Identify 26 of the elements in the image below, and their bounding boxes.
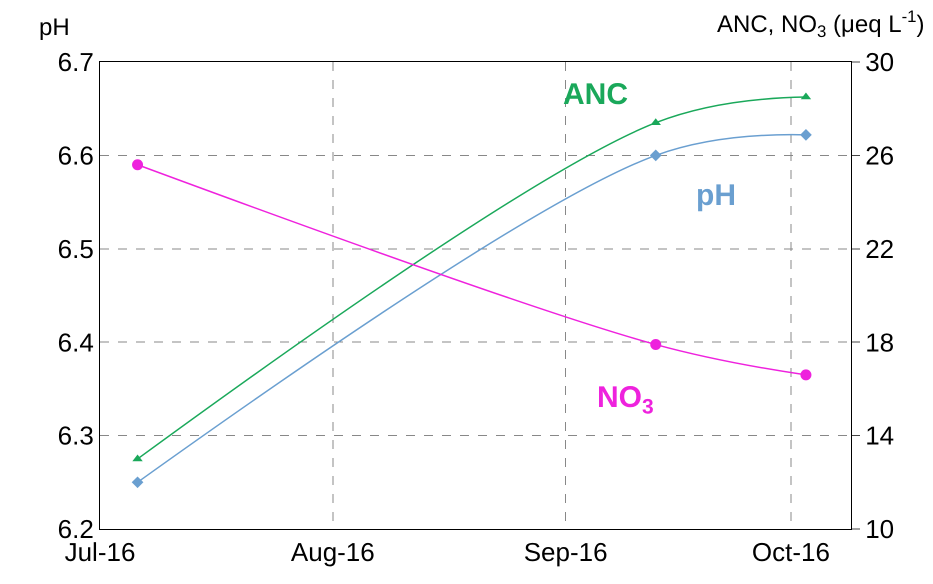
x-tick-label: Oct-16 — [752, 537, 830, 568]
y2-tick-label: 26 — [865, 140, 894, 170]
point — [132, 159, 144, 170]
y2-tick-label: 18 — [865, 327, 894, 358]
x-tick-label: Sep-16 — [524, 537, 608, 568]
y-tick-label: 6.7 — [58, 47, 94, 78]
y-tick-label: 6.6 — [58, 140, 94, 170]
y-tick-label: 6.4 — [58, 327, 94, 358]
series-label: NO$_{3}$ — [597, 381, 654, 418]
x-tick-label: Aug-16 — [290, 537, 375, 568]
point — [800, 129, 812, 141]
y2-tick-label: 10 — [865, 514, 894, 544]
series-label: pH — [696, 179, 736, 212]
y2-tick-label: 22 — [865, 234, 894, 264]
series-label: ANC — [563, 78, 628, 111]
y2-axis-title: ANC, NO$_{3}$ (μeq L$^{-1}$) — [717, 7, 924, 42]
point — [650, 339, 662, 350]
x-tick-label: Jul-16 — [64, 537, 136, 568]
point — [132, 476, 144, 488]
y-tick-label: 6.5 — [58, 234, 94, 264]
y2-tick-label: 14 — [865, 420, 894, 451]
y2-tick-label: 30 — [865, 47, 894, 78]
point — [650, 150, 662, 162]
point — [800, 369, 812, 380]
y-axis-title: pH — [39, 14, 70, 41]
y-tick-label: 6.3 — [58, 420, 94, 451]
